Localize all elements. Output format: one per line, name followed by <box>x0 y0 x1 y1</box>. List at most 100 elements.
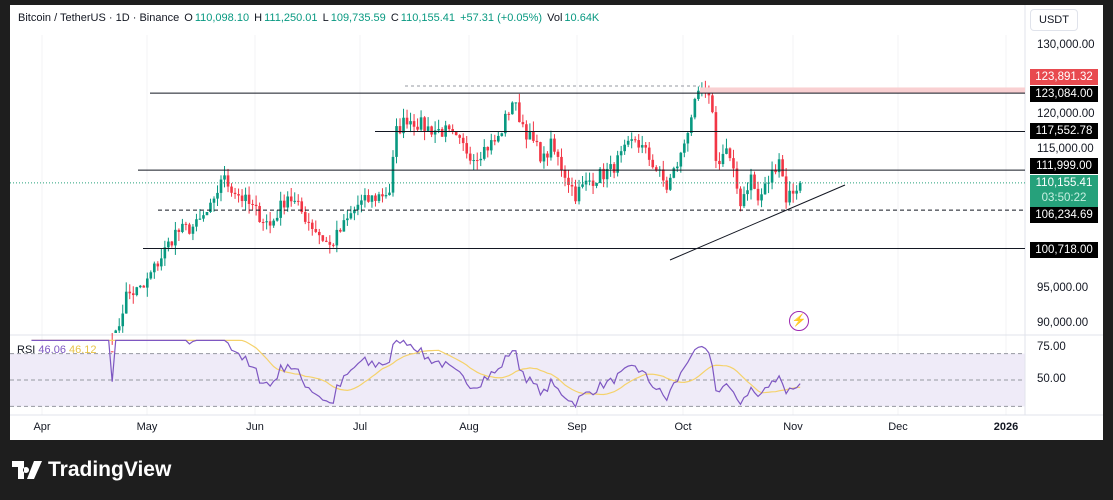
candle-body <box>654 167 658 171</box>
candle-body <box>181 223 184 232</box>
candle-body <box>310 222 314 230</box>
lightning-icon[interactable]: ⚡ <box>789 311 809 331</box>
candle-body <box>609 164 612 169</box>
candle-body <box>591 180 595 186</box>
low-label: L <box>322 12 329 24</box>
close-value: 110,155.41 <box>400 12 456 24</box>
candle-body <box>468 153 472 161</box>
candle-body <box>749 174 753 191</box>
candle-body <box>651 159 655 168</box>
candle-body <box>170 241 174 246</box>
candle-body <box>325 240 328 242</box>
low-value: 109,735.59 <box>330 12 386 24</box>
candle-body <box>121 313 125 327</box>
candle-body <box>637 140 640 148</box>
rsi-ma-value: 46.12 <box>69 344 97 356</box>
candle-body <box>142 285 146 288</box>
rsi-tick: 50.00 <box>1037 373 1066 385</box>
candle-body <box>367 195 370 202</box>
candle-body <box>746 190 749 195</box>
candle-body <box>454 131 458 136</box>
candle-body <box>254 204 258 207</box>
candle-body <box>391 156 395 193</box>
candle-body <box>156 263 160 267</box>
candle-body <box>191 226 195 234</box>
candle-body <box>356 204 360 210</box>
candle-body <box>138 285 142 288</box>
candle-body <box>602 168 605 180</box>
chart-panel[interactable]: Bitcoin / TetherUS · 1D · Binance O 110,0… <box>10 5 1103 440</box>
candle-body <box>437 129 440 131</box>
candle-body <box>777 159 781 173</box>
candle-body <box>472 160 476 162</box>
candle-body <box>395 126 398 157</box>
candle-body <box>605 168 609 180</box>
candle-body <box>177 229 181 232</box>
level-label: 117,552.78 <box>1030 123 1098 139</box>
price-tick: 90,000.00 <box>1037 317 1089 329</box>
candle-body <box>374 195 377 201</box>
candle-body <box>500 133 504 136</box>
candle-body <box>542 153 546 162</box>
candle-body <box>728 148 732 159</box>
level-label: 111,999.00 <box>1030 158 1098 174</box>
tradingview-logo[interactable]: TradingView <box>12 458 171 482</box>
candle-body <box>258 206 261 223</box>
symbol-legend: Bitcoin / TetherUS · 1D · Binance O 110,0… <box>18 12 601 24</box>
candle-body <box>451 129 454 132</box>
currency-unit-button[interactable]: USDT <box>1030 9 1078 31</box>
rsi-legend[interactable]: RSI 46.06 46.12 <box>17 344 97 356</box>
candle-body <box>539 142 542 162</box>
candle-body <box>335 229 339 246</box>
candle-body <box>209 202 212 213</box>
candle-body <box>735 168 739 189</box>
price-tick: 120,000.00 <box>1037 108 1095 120</box>
candle-body <box>518 102 521 123</box>
candle-body <box>265 221 268 223</box>
candle-body <box>286 196 289 208</box>
candle-body <box>521 122 525 125</box>
tradingview-logo-icon <box>12 461 42 479</box>
candle-body <box>461 137 465 144</box>
candle-body <box>135 287 139 296</box>
time-label: Jul <box>352 421 368 433</box>
candle-body <box>247 194 251 204</box>
candle-body <box>202 215 205 219</box>
candle-body <box>275 217 279 221</box>
high-label: H <box>254 12 263 24</box>
time-label: May <box>136 421 158 433</box>
candle-body <box>630 139 633 141</box>
candle-body <box>672 168 676 178</box>
candle-body <box>507 113 511 115</box>
candle-body <box>349 213 353 219</box>
candle-body <box>690 117 693 134</box>
candle-body <box>595 183 598 186</box>
level-label: 123,084.00 <box>1030 86 1098 102</box>
candle-body <box>426 126 430 131</box>
candle-body <box>465 143 469 154</box>
symbol-name[interactable]: Bitcoin / TetherUS · 1D · Binance <box>18 12 180 24</box>
candle-body <box>370 195 374 202</box>
candle-body <box>486 146 490 151</box>
candle-body <box>381 194 384 197</box>
candle-body <box>342 220 346 232</box>
candle-body <box>289 196 293 202</box>
candle-body <box>117 326 121 331</box>
candle-body <box>251 203 254 205</box>
price-tick: 95,000.00 <box>1037 282 1089 294</box>
candle-body <box>577 186 581 202</box>
candle-body <box>742 194 746 207</box>
candle-body <box>307 221 311 223</box>
chart-canvas[interactable] <box>10 5 1103 440</box>
candle-body <box>633 139 637 141</box>
candle-body <box>240 195 244 202</box>
candle-body <box>514 102 518 104</box>
rsi-value: 46.06 <box>38 344 66 356</box>
candle-body <box>546 153 549 158</box>
candle-body <box>419 117 423 130</box>
candle-body <box>363 195 367 201</box>
candle-body <box>756 188 760 201</box>
candle-body <box>261 222 265 224</box>
candle-body <box>567 177 570 185</box>
trend-line <box>669 184 846 261</box>
